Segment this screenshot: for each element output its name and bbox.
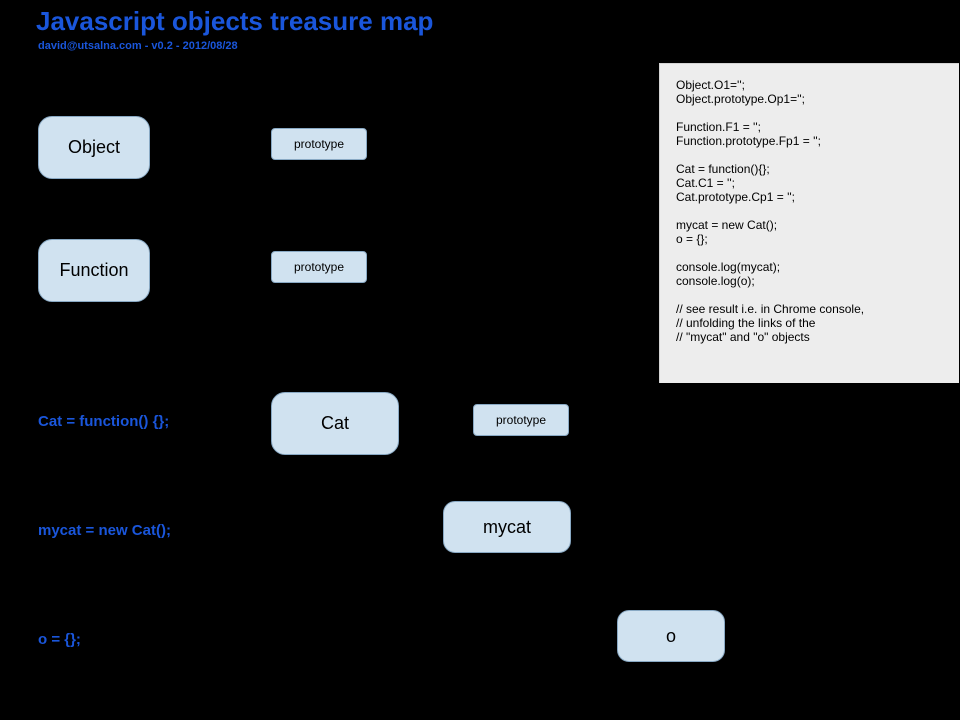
node-cat: Cat [271, 392, 399, 455]
node-object-prototype: prototype [271, 128, 367, 160]
code-sample-text: Object.O1=''; Object.prototype.Op1=''; F… [676, 78, 864, 344]
page-subtitle: david@utsalna.com - v0.2 - 2012/08/28 [38, 40, 238, 52]
annotation-mycat: mycat = new Cat(); [38, 522, 171, 539]
node-object: Object [38, 116, 150, 179]
code-sample-box: Object.O1=''; Object.prototype.Op1=''; F… [659, 63, 959, 383]
diagram-canvas: Javascript objects treasure map david@ut… [0, 0, 960, 720]
node-mycat: mycat [443, 501, 571, 553]
node-function-prototype: prototype [271, 251, 367, 283]
node-function: Function [38, 239, 150, 302]
node-o: o [617, 610, 725, 662]
annotation-o: o = {}; [38, 631, 81, 648]
node-cat-prototype: prototype [473, 404, 569, 436]
page-title: Javascript objects treasure map [36, 6, 433, 37]
annotation-cat: Cat = function() {}; [38, 413, 169, 430]
